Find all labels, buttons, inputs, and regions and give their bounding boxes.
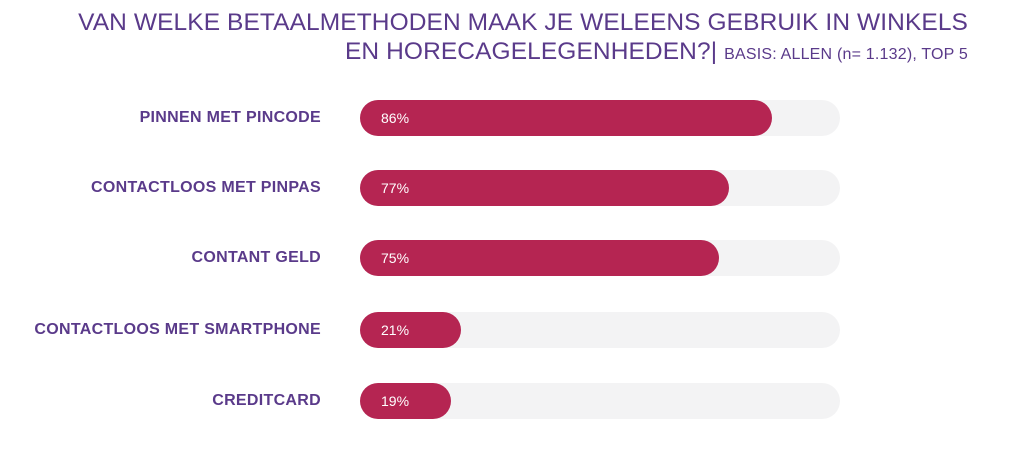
bar (360, 383, 452, 419)
bar (360, 240, 720, 276)
category-label: CONTANT GELD (191, 249, 321, 266)
category-label: CONTACTLOOS MET SMARTPHONE (34, 321, 321, 338)
bar-value-label: 75% (381, 250, 410, 266)
chart-title: VAN WELKE BETAALMETHODEN MAAK JE WELEENS… (68, 8, 968, 69)
bar-value-label: 19% (381, 393, 410, 409)
category-label: CONTACTLOOS MET PINPAS (90, 179, 321, 196)
bar (360, 312, 461, 348)
category-label: PINNEN MET PINCODE (139, 109, 321, 126)
bar-value-label: 77% (381, 180, 410, 196)
chart-title-line2: EN HORECAGELEGENHEDEN?| (344, 38, 718, 65)
category-label: CREDITCARD (212, 392, 321, 409)
bar-value-label: 86% (381, 110, 410, 126)
bar (360, 100, 772, 136)
bar-value-label: 21% (381, 322, 410, 338)
chart-title-line1: VAN WELKE BETAALMETHODEN MAAK JE WELEENS… (78, 9, 968, 36)
bar (360, 170, 729, 206)
chart-subtitle-basis: BASIS: ALLEN (n= 1.132), TOP 5 (724, 46, 968, 63)
